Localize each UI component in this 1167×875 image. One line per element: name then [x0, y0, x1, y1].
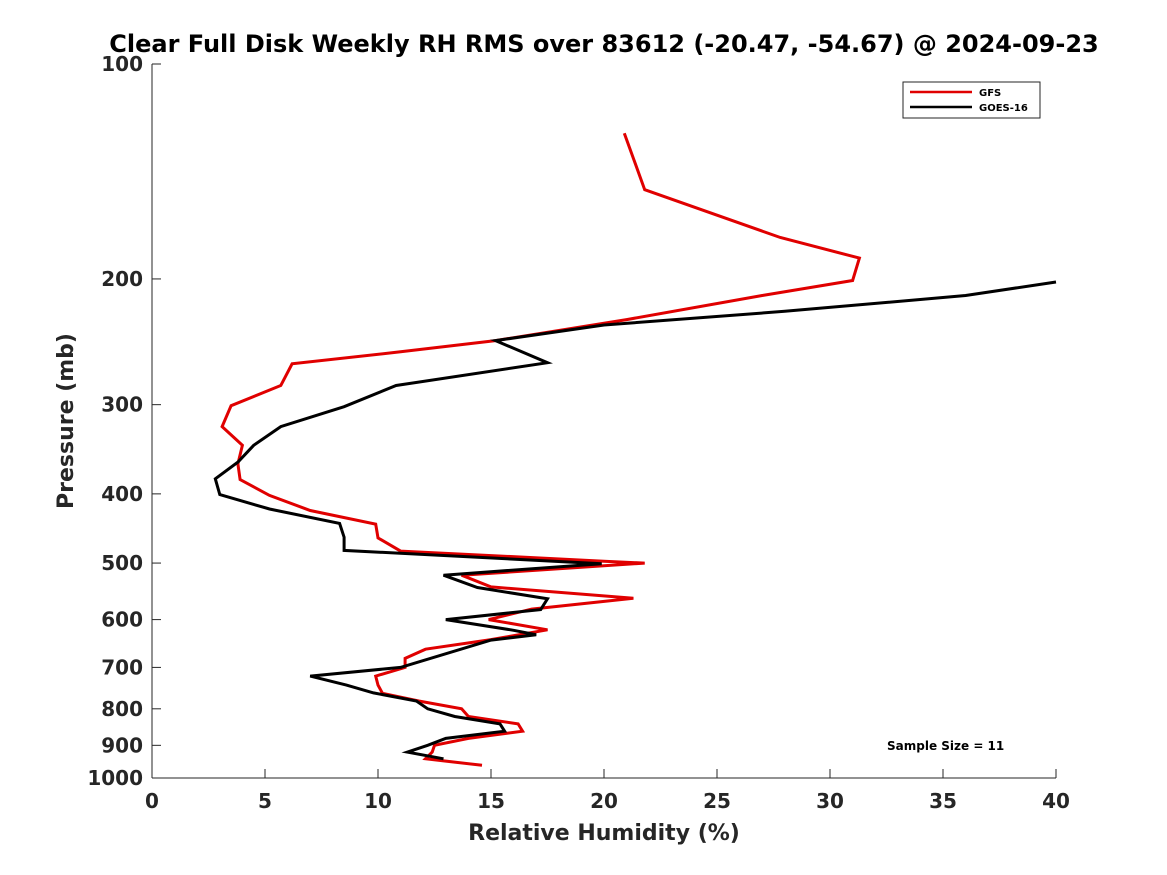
x-tick-label: 30	[816, 789, 844, 813]
x-tick-label: 15	[477, 789, 505, 813]
y-tick-label: 300	[101, 393, 143, 417]
legend: GFS GOES-16	[902, 81, 1041, 119]
series-line-goes-16	[213, 280, 1057, 761]
y-axis-title: Pressure (mb)	[54, 333, 79, 509]
sample-size-annotation: Sample Size = 11	[887, 739, 1004, 753]
y-tick-label: 1000	[87, 766, 143, 790]
x-tick-label: 20	[590, 789, 618, 813]
plot-area	[152, 64, 1056, 778]
legend-box	[902, 81, 1041, 119]
y-tick-label: 100	[101, 52, 143, 76]
x-tick-label: 5	[258, 789, 272, 813]
y-tick-label: 500	[101, 551, 143, 575]
legend-label-goes-16: GOES-16	[979, 103, 1028, 114]
y-tick-label: 700	[101, 655, 143, 679]
chart-title: Clear Full Disk Weekly RH RMS over 83612…	[109, 30, 1098, 58]
legend-label-gfs: GFS	[979, 88, 1001, 99]
y-tick-label: 900	[101, 733, 143, 757]
x-ticks: 0 5 10 15 20 25 30 35 40	[145, 769, 1070, 813]
x-tick-label: 40	[1042, 789, 1070, 813]
y-tick-label: 800	[101, 697, 143, 721]
series-layer	[213, 132, 1057, 767]
x-tick-label: 0	[145, 789, 159, 813]
y-tick-label: 400	[101, 482, 143, 506]
y-tick-label: 200	[101, 267, 143, 291]
series-line-gfs	[220, 132, 862, 767]
x-tick-label: 10	[364, 789, 392, 813]
x-axis-title: Relative Humidity (%)	[468, 821, 740, 846]
x-tick-label: 25	[703, 789, 731, 813]
x-tick-label: 35	[929, 789, 957, 813]
y-ticks: 100 200 300 400 500 600 700 800 900 1000	[87, 52, 161, 790]
y-tick-label: 600	[101, 608, 143, 632]
